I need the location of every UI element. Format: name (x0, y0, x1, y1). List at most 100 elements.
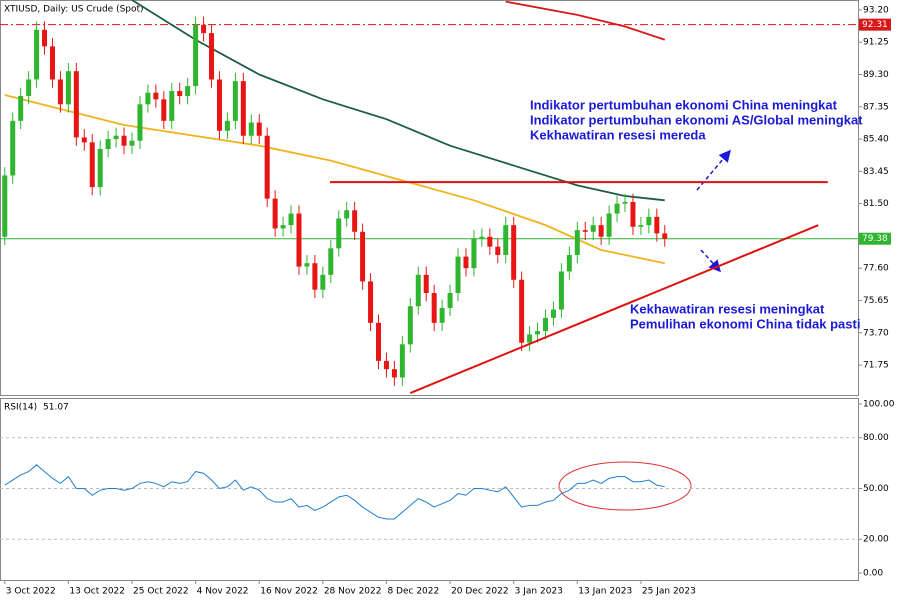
candle-body (590, 225, 596, 232)
y-tick-label: 89.30 (863, 70, 889, 80)
candle-body (582, 230, 588, 232)
candle-body (336, 218, 342, 249)
y-tick-label: 71.75 (863, 361, 889, 371)
candle-body (224, 120, 230, 131)
candle-body (73, 71, 79, 138)
candle-body (232, 81, 238, 121)
annotation: Indikator pertumbuhan ekonomi AS/Global … (530, 112, 863, 127)
candle-body (193, 24, 199, 87)
candle-body (201, 24, 207, 34)
last-price-box (859, 232, 891, 245)
x-tick-label: 16 Nov 2022 (260, 587, 318, 597)
y-tick-label: 83.45 (863, 167, 889, 177)
x-tick-label: 3 Jan 2023 (515, 587, 563, 597)
candle-body (391, 369, 397, 378)
candle-body (328, 248, 334, 275)
candle-body (352, 210, 358, 232)
candle-body (503, 225, 509, 255)
candle-body (113, 135, 119, 140)
candle-body (312, 263, 318, 290)
x-tick-label: 25 Jan 2023 (642, 587, 696, 597)
candle-body (360, 231, 366, 282)
x-tick-label: 28 Nov 2022 (324, 587, 382, 597)
candle-body (216, 79, 222, 131)
highlight-ellipse (558, 461, 692, 511)
candle-body (463, 256, 469, 269)
trendline (409, 224, 819, 394)
candle-body (630, 201, 636, 227)
candle-body (177, 91, 183, 97)
candle-body (495, 246, 501, 255)
candle-body (49, 46, 55, 80)
candle-body (376, 322, 382, 361)
candle-body (145, 92, 151, 105)
candle-body (598, 225, 604, 237)
candle-body (471, 238, 477, 269)
candle-body (368, 281, 374, 323)
candle-body (662, 233, 668, 239)
candle-body (439, 307, 445, 323)
level-price-label: 92.31 (862, 20, 888, 30)
y-tick-label: 0.00 (863, 569, 883, 579)
x-tick-label: 25 Oct 2022 (133, 587, 189, 597)
level-price-box (859, 18, 891, 31)
candle-body (527, 334, 533, 343)
y-tick-label: 73.70 (863, 328, 889, 338)
candle-body (272, 198, 278, 229)
candle-body (280, 225, 286, 229)
candle-body (606, 213, 612, 237)
candle-body (447, 293, 453, 308)
moving-average (505, 0, 666, 41)
candle-body (153, 92, 159, 100)
x-tick-label: 4 Nov 2022 (197, 587, 249, 597)
candle-body (248, 122, 254, 136)
candle-body (519, 279, 525, 343)
rsi-line (4, 464, 665, 520)
candle-body (57, 79, 63, 105)
candle-body (81, 137, 87, 143)
y-tick-label: 50.00 (863, 484, 889, 494)
candle-body (566, 254, 572, 272)
annotation: Kekhawatiran resesi meningkat (630, 301, 825, 316)
x-tick-label: 13 Jan 2023 (578, 587, 632, 597)
candle-body (344, 210, 350, 219)
candle-body (34, 29, 40, 80)
y-tick-label: 91.25 (863, 38, 889, 48)
x-tick-label: 3 Oct 2022 (6, 587, 56, 597)
candle-body (550, 309, 556, 318)
candle-body (256, 122, 262, 136)
candle-body (129, 140, 135, 146)
candle-body (304, 263, 310, 267)
moving-average (131, 0, 665, 202)
candle-body (240, 81, 246, 136)
candle-body (264, 135, 270, 199)
candle-body (137, 104, 143, 141)
rsi-last-value: 51.07 (43, 403, 69, 413)
x-tick-label: 20 Dec 2022 (451, 587, 509, 597)
candle-body (407, 306, 413, 345)
y-tick-label: 81.50 (863, 199, 889, 209)
candle-body (89, 142, 95, 188)
candle-body (169, 91, 175, 121)
last-price-label: 79.38 (862, 234, 888, 244)
candle-body (654, 216, 660, 234)
x-tick-label: 13 Oct 2022 (69, 587, 125, 597)
candle-body (161, 99, 167, 121)
y-tick-label: 87.35 (863, 102, 889, 112)
candle-body (455, 256, 461, 294)
x-tick-label: 8 Dec 2022 (387, 587, 439, 597)
candle-body (399, 344, 405, 378)
candle-body (487, 236, 493, 247)
moving-average (4, 94, 665, 265)
candle-body (320, 274, 326, 290)
candle-body (121, 135, 127, 146)
candle-body (558, 271, 564, 310)
candle-body (646, 216, 652, 226)
candle-body (42, 29, 48, 47)
annotation: Kekhawatiran resesi mereda (530, 127, 706, 142)
rsi-title: RSI(14) (4, 403, 37, 413)
candle-body (479, 236, 485, 239)
candle-body (209, 33, 215, 80)
candle-body (574, 230, 580, 255)
candle-body (383, 360, 389, 370)
